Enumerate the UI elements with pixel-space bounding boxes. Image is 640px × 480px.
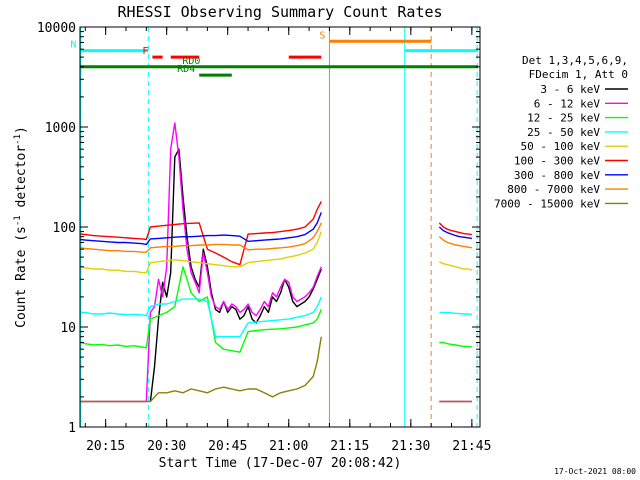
y-axis-label-exp2: -1 [13,134,23,145]
legend: Det 1,3,4,5,6,9, FDecim 1, Att 0 3 - 6 k… [494,54,628,210]
series-line-13 [438,261,473,271]
legend-label-7: 800 - 7000 keV [507,183,600,196]
y-axis-label-end: ) [14,126,29,134]
y-axis-label-exp1: -1 [13,215,23,226]
y-axis-label-mid: detector [14,145,29,216]
series-line-6 [80,212,322,246]
x-tick-label-2: 20:45 [208,439,247,454]
y-tick-label-4: 10000 [37,21,76,36]
series-line-8 [80,336,322,403]
flag-label-4: RD4 [177,64,195,75]
legend-label-1: 6 - 12 keV [534,97,601,110]
y-tick-label-2: 100 [53,221,76,236]
series-line-5 [80,201,322,266]
legend-header-1: Det 1,3,4,5,6,9, [522,54,628,67]
y-axis-label: Count Rate (s-1 detector-1) [13,126,29,328]
flag-label-3: RD0 [182,56,200,67]
x-tick-label-0: 20:15 [86,439,125,454]
legend-label-2: 12 - 25 keV [527,112,600,125]
flag-label-2: S [319,30,325,41]
legend-header-2: FDecim 1, Att 0 [529,68,628,81]
series-line-4 [80,231,322,274]
flag-label-0: N [70,40,76,51]
x-axis: 20:15 20:30 20:45 21:00 21:15 21:30 21:45 [84,27,491,454]
y-tick-label-1: 10 [60,321,76,336]
legend-label-6: 300 - 800 keV [514,169,600,182]
flag-label-1: F [142,46,148,57]
series-line-12 [439,311,472,315]
chart-title: RHESSI Observing Summary Count Rates [117,3,442,21]
series-line-16 [438,236,473,249]
series-line-0 [149,148,322,402]
series-line-15 [438,226,473,240]
y-tick-label-0: 1 [68,421,76,436]
series-line-3 [80,296,322,338]
legend-label-0: 3 - 6 keV [540,83,600,96]
legend-label-5: 100 - 300 keV [514,155,600,168]
series-line-11 [439,341,473,348]
y-tick-label-3: 1000 [45,121,76,136]
y-axis: 1 10 100 1000 10000 [37,21,480,436]
x-tick-label-3: 21:00 [269,439,308,454]
footer-date: 17-Oct-2021 08:00 [554,467,636,476]
legend-label-8: 7000 - 15000 keV [494,197,600,210]
legend-label-3: 25 - 50 keV [527,126,600,139]
x-axis-label: Start Time (17-Dec-07 20:08:42) [159,456,402,471]
series-line-7 [80,222,322,253]
y-axis-label-part: Count Rate (s [14,226,29,328]
series-line-2 [80,266,322,353]
series-line-14 [438,222,472,236]
legend-label-4: 50 - 100 keV [521,140,601,153]
x-tick-label-4: 21:15 [330,439,369,454]
x-tick-label-1: 20:30 [147,439,186,454]
x-tick-label-6: 21:45 [452,439,491,454]
x-tick-label-5: 21:30 [391,439,430,454]
